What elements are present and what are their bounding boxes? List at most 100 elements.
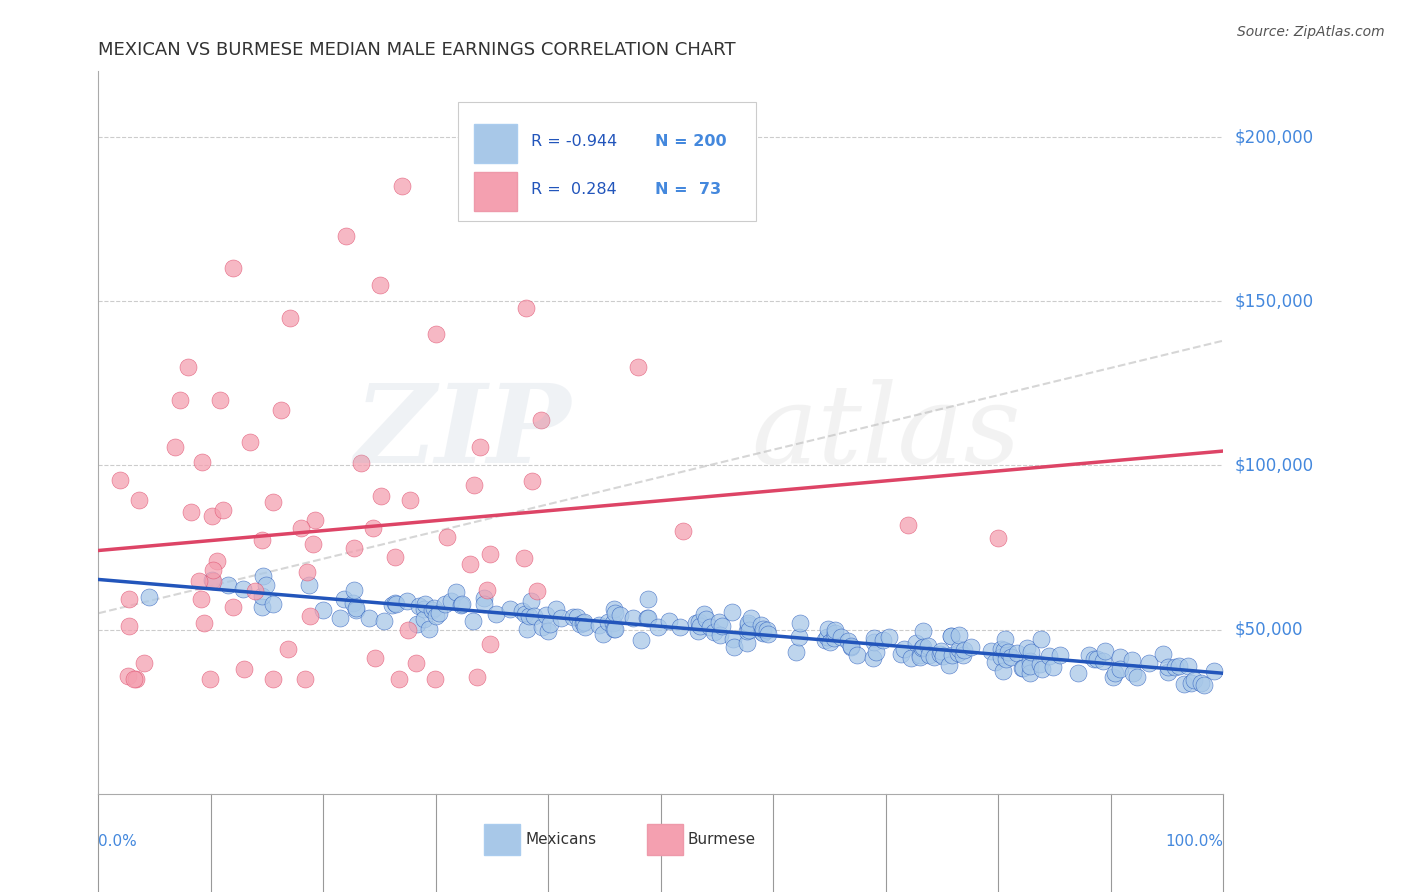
Point [627,359,650,374]
Point [252,599,274,614]
Point [735,636,758,650]
Point [433,597,456,611]
Point [752,622,775,636]
Point [165,441,187,455]
Point [343,541,366,555]
Point [839,640,862,654]
Point [830,630,852,644]
Point [755,623,778,637]
Point [517,608,540,623]
Point [1177,659,1199,673]
Point [1121,653,1143,667]
Point [262,495,284,509]
Point [818,634,841,648]
Point [1018,654,1040,668]
Point [364,650,387,665]
Point [243,584,266,599]
FancyBboxPatch shape [647,823,683,855]
Point [993,642,1015,657]
Point [277,642,299,657]
Point [603,622,626,636]
Point [1049,648,1071,662]
Point [526,584,548,599]
Point [1101,670,1123,684]
Point [418,622,440,636]
Point [396,624,419,638]
Point [862,650,884,665]
Point [302,537,325,551]
Point [603,601,626,615]
Point [592,627,614,641]
Point [824,626,846,640]
Point [948,642,970,657]
Point [436,530,458,544]
Point [710,619,733,633]
Point [515,607,537,622]
Text: $50,000: $50,000 [1234,621,1303,639]
Point [572,616,595,631]
Point [1108,649,1130,664]
Point [138,590,160,604]
Point [1182,673,1205,688]
Text: ZIP: ZIP [354,379,571,486]
Point [211,503,233,517]
Point [408,599,430,614]
Point [609,607,631,622]
Point [823,631,845,645]
Point [381,598,404,612]
Point [929,648,952,662]
Point [498,601,520,615]
Point [824,623,846,637]
Point [669,620,692,634]
Point [815,631,838,645]
Point [413,597,436,611]
Point [1192,678,1215,692]
Point [468,440,491,454]
Point [361,521,384,535]
Point [357,611,380,625]
Point [190,455,212,469]
Point [637,611,659,625]
Point [738,623,761,637]
Point [1015,640,1038,655]
Point [723,640,745,654]
Point [672,524,695,538]
Point [342,582,364,597]
Point [740,611,762,625]
Point [534,608,557,623]
Point [721,605,744,619]
Point [1083,651,1105,665]
Point [187,574,209,589]
Point [208,392,231,407]
Point [893,642,915,657]
Point [117,669,139,683]
Point [537,624,560,639]
Point [917,639,939,653]
Point [190,592,212,607]
Point [630,632,652,647]
Point [128,493,150,508]
Point [946,646,969,660]
Point [1137,656,1160,670]
Point [846,648,869,662]
Point [987,531,1010,545]
Text: atlas: atlas [751,379,1021,486]
Point [544,601,567,615]
FancyBboxPatch shape [484,823,520,855]
Text: $200,000: $200,000 [1234,128,1313,146]
Point [1164,660,1187,674]
Point [485,607,508,621]
Point [515,301,537,315]
Point [865,645,887,659]
Point [1042,660,1064,674]
Point [262,672,284,686]
Point [952,648,974,663]
Point [169,392,191,407]
Point [598,615,620,629]
Point [335,228,357,243]
Point [1078,648,1101,662]
Point [134,656,156,670]
Text: N = 200: N = 200 [655,134,727,149]
Point [574,620,596,634]
FancyBboxPatch shape [474,172,517,211]
